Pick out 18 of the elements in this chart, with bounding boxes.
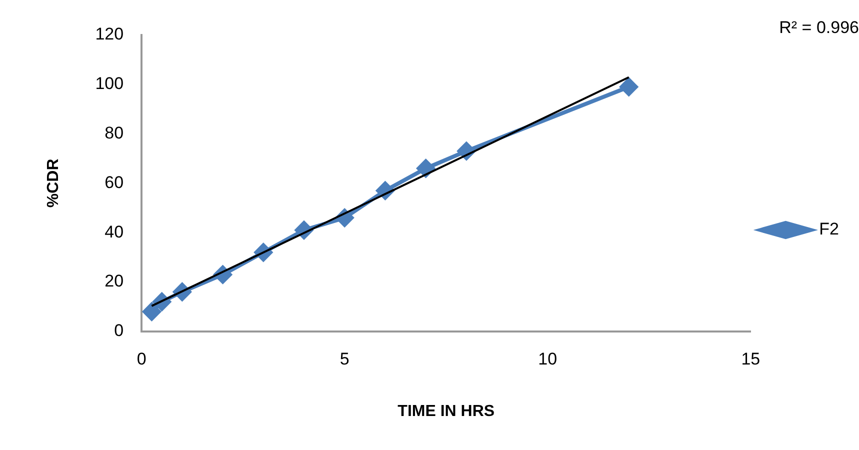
x-tick-label: 10 (538, 349, 558, 368)
x-axis-title: TIME IN HRS (398, 402, 495, 420)
y-tick-label: 20 (104, 272, 124, 291)
y-axis-title: %CDR (45, 158, 62, 208)
y-tick-label: 0 (114, 321, 124, 340)
x-tick-label: 0 (136, 349, 146, 368)
point (142, 302, 161, 321)
y-tick-label: 100 (95, 74, 124, 94)
text: R² = 0.996 (779, 18, 859, 38)
y-tick-label: 120 (95, 24, 124, 44)
point (416, 159, 435, 178)
y-tick-label: 80 (104, 123, 124, 142)
y-tick-label: 40 (104, 222, 124, 242)
point (620, 78, 638, 96)
x-tick-label: 15 (741, 349, 760, 368)
legend-label: F2 (819, 220, 840, 239)
y-tick-label: 60 (104, 172, 124, 192)
x-tick-label: 5 (340, 349, 350, 368)
